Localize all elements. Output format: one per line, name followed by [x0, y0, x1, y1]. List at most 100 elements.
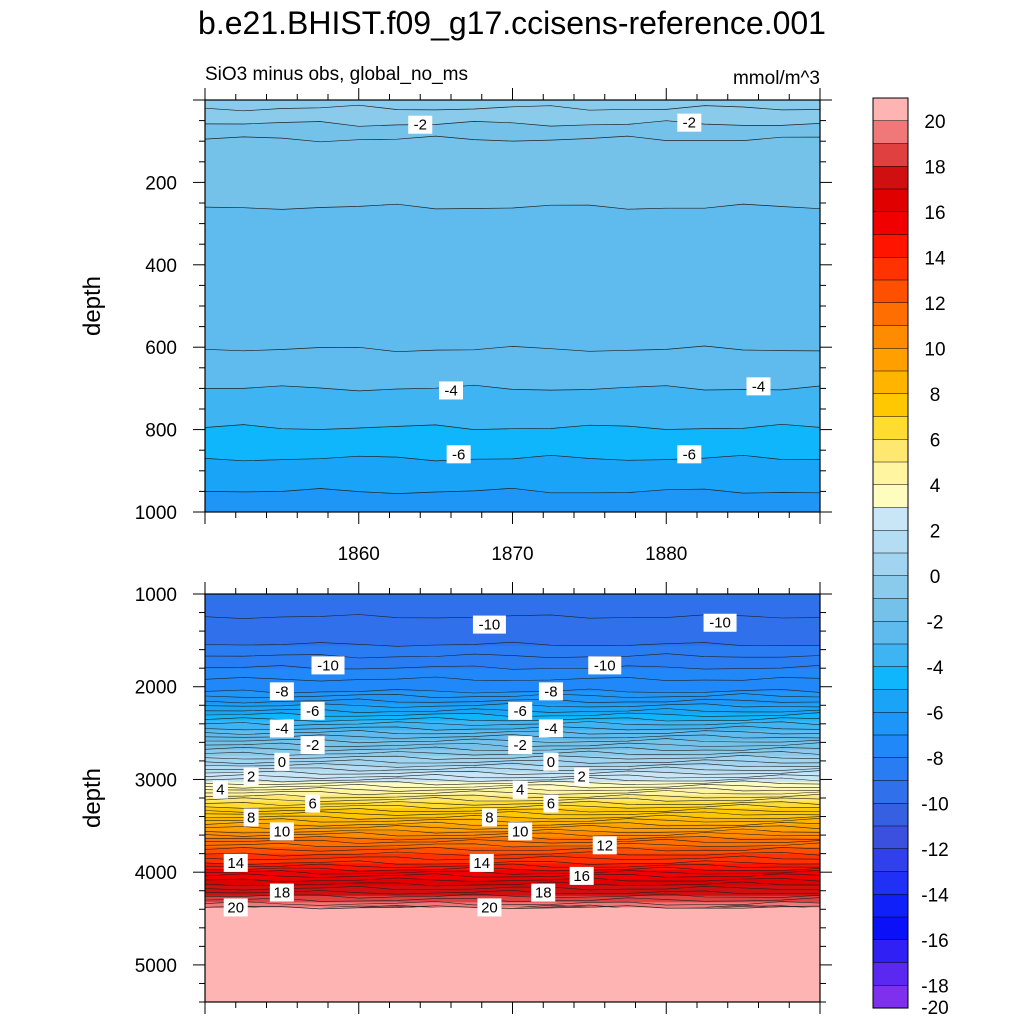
contour-line: [205, 730, 820, 735]
colorbar-swatch: [872, 985, 909, 1009]
contour-band: [205, 610, 820, 615]
contour-band: [205, 723, 820, 728]
contour-label: -8: [269, 682, 294, 701]
contour-label: 4: [212, 780, 228, 799]
contour-band: [205, 639, 820, 644]
svg-text:10: 10: [512, 823, 529, 840]
contour-line: [205, 863, 820, 869]
colorbar-label: -12: [921, 840, 948, 861]
contour-band: [205, 600, 820, 605]
y-tick-label: 5000: [135, 956, 177, 977]
figure-title: b.e21.BHIST.f09_g17.ccisens-reference.00…: [198, 5, 826, 41]
x-tick-label: 1860: [338, 544, 380, 565]
colorbar-swatch: [872, 666, 909, 691]
contour-band: [205, 594, 820, 598]
contour-band: [205, 616, 820, 621]
contour-band: [205, 766, 820, 770]
svg-text:12: 12: [596, 837, 613, 854]
svg-text:4: 4: [516, 782, 524, 799]
contour-line: [205, 866, 820, 872]
contour-line: [205, 870, 820, 875]
contour-band: [205, 645, 820, 650]
colorbar-swatch: [872, 689, 909, 713]
colorbar-swatch: [872, 302, 909, 327]
colorbar-label: -14: [921, 885, 949, 906]
svg-text:4: 4: [216, 782, 224, 799]
contour-label: -6: [446, 445, 471, 464]
svg-text:18: 18: [535, 885, 552, 902]
contour-label: -6: [300, 701, 325, 720]
contour-band: [205, 662, 820, 666]
contour-band: [205, 843, 820, 848]
contour-line: [205, 842, 820, 848]
colorbar-swatch: [872, 803, 909, 827]
colorbar-swatch: [872, 530, 909, 554]
svg-text:-10: -10: [317, 657, 339, 674]
colorbar-label: 14: [924, 248, 946, 269]
contour-label: -8: [538, 682, 563, 701]
contour-label: 18: [531, 883, 556, 902]
colorbar-label: 16: [924, 203, 945, 224]
svg-text:14: 14: [227, 855, 244, 872]
contour-line: [205, 790, 820, 796]
contour-line: [205, 120, 820, 127]
contour-line: [205, 104, 820, 112]
colorbar-swatch: [872, 370, 909, 395]
contour-band: [205, 876, 820, 881]
contour-band: [205, 801, 820, 806]
contour-label: -2: [677, 113, 702, 132]
contour-band: [205, 811, 820, 816]
svg-text:-2: -2: [306, 737, 319, 754]
contour-line: [205, 787, 820, 792]
colorbar-swatch: [872, 461, 909, 486]
contour-line: [205, 762, 820, 768]
contour-line: [205, 889, 820, 895]
contour-band: [205, 778, 820, 783]
svg-text:-10: -10: [594, 657, 616, 674]
contour-line: [205, 873, 820, 878]
contour-label: 8: [481, 808, 497, 827]
contour-band: [205, 684, 820, 689]
contour-band: [205, 853, 820, 858]
y-tick-label: 3000: [135, 770, 177, 791]
contour-band: [205, 733, 820, 738]
contour-band: [205, 658, 820, 663]
colorbar-label: -2: [927, 612, 944, 633]
contour-band: [205, 626, 820, 631]
colorbar-swatch: [872, 166, 909, 190]
contour-band: [205, 788, 820, 793]
contour-band: [205, 798, 820, 803]
colorbar-swatch: [872, 621, 909, 645]
colorbar-swatch: [872, 279, 909, 304]
colorbar-label: -16: [921, 931, 948, 952]
y-tick-label: 1000: [135, 503, 177, 524]
contour-label: 20: [223, 898, 248, 917]
contour-label: 0: [543, 752, 559, 771]
contour-label: 14: [223, 853, 248, 872]
contour-label: 2: [243, 767, 259, 786]
contour-band: [205, 863, 820, 868]
contour-line: [205, 698, 820, 704]
svg-text:-8: -8: [544, 683, 557, 700]
contour-label: -4: [746, 377, 771, 396]
colorbar-label: -4: [927, 658, 944, 679]
contour-band: [205, 873, 820, 877]
colorbar-label: 4: [930, 476, 941, 497]
contour-band: [205, 655, 820, 660]
contour-label: -6: [508, 701, 533, 720]
contour-label: -4: [439, 381, 463, 400]
colorbar-swatch: [872, 97, 909, 122]
contour-band: [205, 814, 820, 819]
panel-units-label: mmol/m^3: [733, 68, 820, 89]
colorbar-label: -20: [921, 998, 948, 1019]
contour-band: [205, 675, 820, 679]
contour-label: 8: [243, 808, 259, 827]
svg-text:-8: -8: [275, 683, 288, 700]
contour-band: [205, 623, 820, 628]
contour-band: [205, 636, 820, 641]
contour-line: [205, 770, 820, 775]
colorbar-swatch: [872, 757, 909, 782]
colorbar-label: -18: [921, 976, 948, 997]
contour-band: [205, 866, 820, 871]
contour-band: [205, 795, 820, 800]
